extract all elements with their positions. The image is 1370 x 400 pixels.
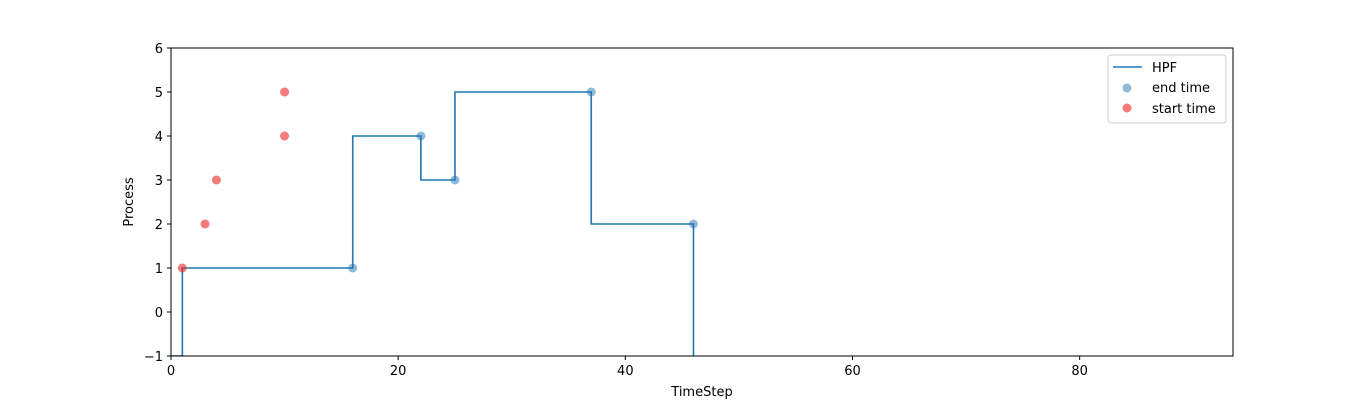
x-tick-label: 40: [617, 364, 634, 379]
legend-label-start-time: start time: [1152, 102, 1216, 117]
y-tick-label: 3: [155, 174, 163, 189]
legend-label-hpf: HPF: [1152, 61, 1177, 76]
y-tick-label: −1: [144, 350, 163, 365]
y-tick-label: 2: [155, 218, 163, 233]
legend-label-end-time: end time: [1152, 81, 1210, 96]
x-tick-label: 20: [390, 364, 407, 379]
end-time-point: [348, 263, 358, 273]
start-time-point: [177, 263, 187, 273]
y-tick-label: 1: [155, 262, 163, 277]
x-tick-label: 60: [844, 364, 861, 379]
start-time-point: [211, 175, 221, 185]
end-time-point: [416, 131, 426, 141]
legend: HPF end time start time: [1107, 54, 1227, 124]
end-time-point: [688, 219, 698, 229]
end-time-point: [586, 87, 596, 97]
y-axis-ticks: −1 0 1 2 3 4 5 6: [144, 42, 171, 365]
plot-area: [171, 48, 1233, 356]
start-time-point: [280, 87, 290, 97]
y-tick-label: 4: [155, 130, 163, 145]
end-time-point: [450, 175, 460, 185]
legend-box: [1107, 54, 1227, 124]
x-tick-label: 80: [1071, 364, 1088, 379]
x-axis-ticks: 0 20 40 60 80: [167, 356, 1088, 379]
x-axis-label: TimeStep: [670, 385, 732, 400]
x-tick-label: 0: [167, 364, 175, 379]
y-tick-label: 0: [155, 306, 163, 321]
y-axis-label: Process: [122, 177, 137, 227]
plot-frame: [170, 47, 1234, 357]
start-time-point: [280, 131, 290, 141]
start-time-point: [200, 219, 210, 229]
legend-start-time-marker: [1122, 103, 1132, 113]
y-tick-label: 5: [155, 86, 163, 101]
series-layer: [171, 87, 698, 356]
y-tick-label: 6: [155, 42, 163, 57]
legend-end-time-marker: [1122, 83, 1132, 93]
